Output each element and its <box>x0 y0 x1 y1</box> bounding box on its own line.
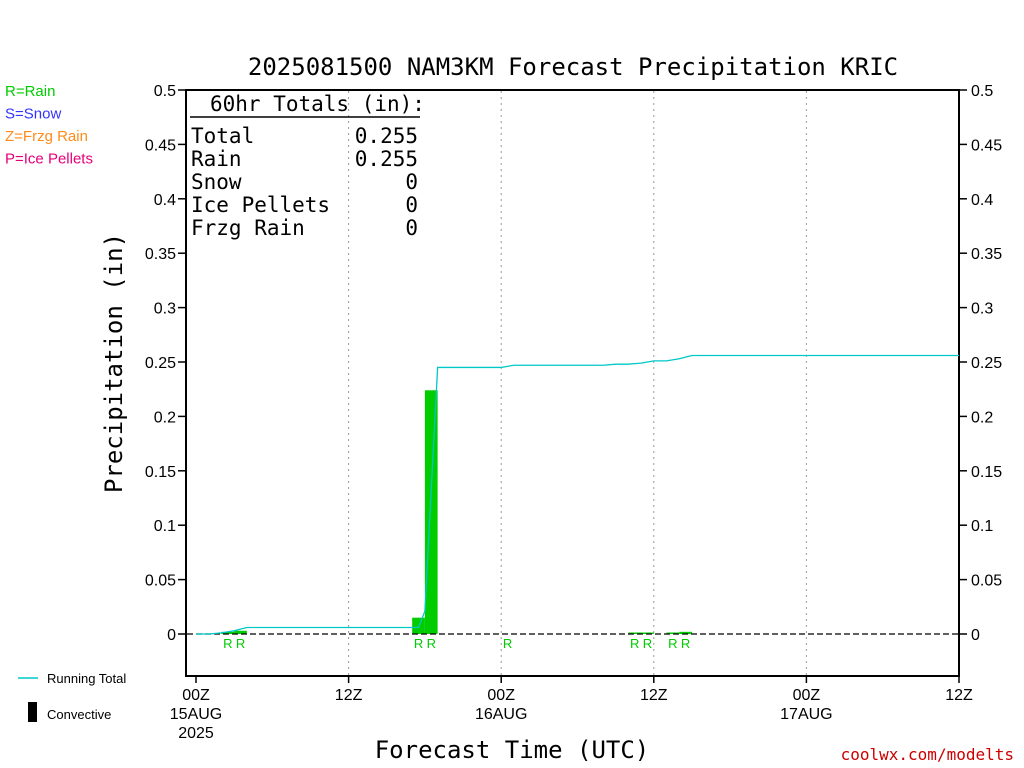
x-tick-label: 00Z <box>793 687 821 704</box>
y-tick-label-left: 0.45 <box>145 137 176 154</box>
y-tick-label-left: 0.15 <box>145 464 176 481</box>
x-tick-date: 17AUG <box>780 706 832 723</box>
y-tick-label-left: 0.1 <box>154 518 176 535</box>
y-tick-label-left: 0.25 <box>145 355 176 372</box>
precip-bar <box>666 632 680 634</box>
x-tick-year: 2025 <box>178 725 214 742</box>
y-tick-label-left: 0.4 <box>154 192 176 209</box>
y-tick-label-left: 0.35 <box>145 246 176 263</box>
precip-bar <box>628 632 642 634</box>
x-tick-label: 00Z <box>182 687 210 704</box>
precip-bar <box>221 631 235 634</box>
precip-bar <box>424 390 438 634</box>
y-tick-label-right: 0.15 <box>971 464 1002 481</box>
precip-type-marker: R <box>427 636 436 651</box>
precip-type-marker: R <box>630 636 639 651</box>
precip-type-marker: R <box>414 636 423 651</box>
convective-key-swatch <box>28 702 37 722</box>
precip-type-marker: R <box>668 636 677 651</box>
totals-row-label: Rain <box>191 147 242 171</box>
x-tick-label: 00Z <box>487 687 515 704</box>
x-axis-label: Forecast Time (UTC) <box>375 736 650 764</box>
y-tick-label-right: 0.05 <box>971 573 1002 590</box>
totals-row-value: 0 <box>405 170 418 194</box>
y-tick-label-right: 0.5 <box>971 83 993 100</box>
precip-type-legend-item: P=Ice Pellets <box>5 151 93 168</box>
plot-frame <box>185 89 960 677</box>
precip-bar <box>679 631 692 634</box>
precip-type-legend: R=Rain S=Snow Z=Frzg Rain P=Ice Pellets <box>5 83 93 168</box>
precip-type-legend-item: S=Snow <box>5 106 61 123</box>
chart-key: Running Total Convective <box>18 671 126 722</box>
precip-type-marker: R <box>681 636 690 651</box>
precip-type-marker: R <box>503 636 512 651</box>
y-axis-ticks: 0 00.05 0.050.1 0.10.15 0.150.2 0.20.25 0.250.… <box>145 83 1002 644</box>
y-tick-label-left: 0.05 <box>145 573 176 590</box>
y-tick-label-right: 0.35 <box>971 246 1002 263</box>
x-tick-date: 15AUG <box>170 706 222 723</box>
x-tick-label: 12Z <box>945 687 973 704</box>
precip-type-marker: R <box>236 636 245 651</box>
x-tick-date: 16AUG <box>475 706 527 723</box>
totals-row-label: Frzg Rain <box>191 216 305 240</box>
totals-row-value: 0.255 <box>355 147 418 171</box>
totals-box: 60hr Totals (in): Total 0.255 Rain 0.255 Sno… <box>190 92 425 240</box>
x-axis-ticks: 00Z 15AUG 2025 12Z 00Z 16AUG 12Z 00Z 17AUG 12Z <box>170 676 973 742</box>
totals-row-label: Ice Pellets <box>191 193 330 217</box>
y-tick-label-right: 0.3 <box>971 301 993 318</box>
precip-bar <box>234 630 247 634</box>
precip-bars <box>221 390 692 634</box>
totals-header: 60hr Totals (in): <box>210 92 425 116</box>
x-tick-label: 12Z <box>335 687 363 704</box>
totals-row-value: 0 <box>405 193 418 217</box>
precip-bar <box>641 632 654 634</box>
y-tick-label-right: 0.2 <box>971 409 993 426</box>
precip-type-legend-item: R=Rain <box>5 83 55 100</box>
running-total-key-label: Running Total <box>47 671 126 686</box>
precip-type-legend-item: Z=Frzg Rain <box>5 128 88 145</box>
precip-type-marker: R <box>223 636 232 651</box>
chart-title: 2025081500 NAM3KM Forecast Precipitation… <box>248 53 898 81</box>
y-tick-label-left: 0.3 <box>154 301 176 318</box>
running-total-series <box>196 354 959 635</box>
totals-row-label: Snow <box>191 170 242 194</box>
x-gridlines <box>348 91 807 675</box>
totals-row-value: 0.255 <box>355 124 418 148</box>
y-tick-label-right: 0.25 <box>971 355 1002 372</box>
y-tick-label-left: 0.5 <box>154 83 176 100</box>
y-tick-label-right: 0 <box>971 627 980 644</box>
y-axis-label: Precipitation (in) <box>100 233 128 493</box>
totals-row-label: Total <box>191 124 254 148</box>
y-tick-label-right: 0.4 <box>971 192 993 209</box>
totals-row-value: 0 <box>405 216 418 240</box>
y-tick-label-left: 0.2 <box>154 409 176 426</box>
convective-key-label: Convective <box>47 707 111 722</box>
running-total-line <box>196 354 959 635</box>
y-tick-label-left: 0 <box>167 627 176 644</box>
y-tick-label-right: 0.45 <box>971 137 1002 154</box>
x-tick-label: 12Z <box>640 687 668 704</box>
y-tick-label-right: 0.1 <box>971 518 993 535</box>
credit-text: coolwx.com/modelts <box>841 745 1014 764</box>
precip-type-marker: R <box>643 636 652 651</box>
